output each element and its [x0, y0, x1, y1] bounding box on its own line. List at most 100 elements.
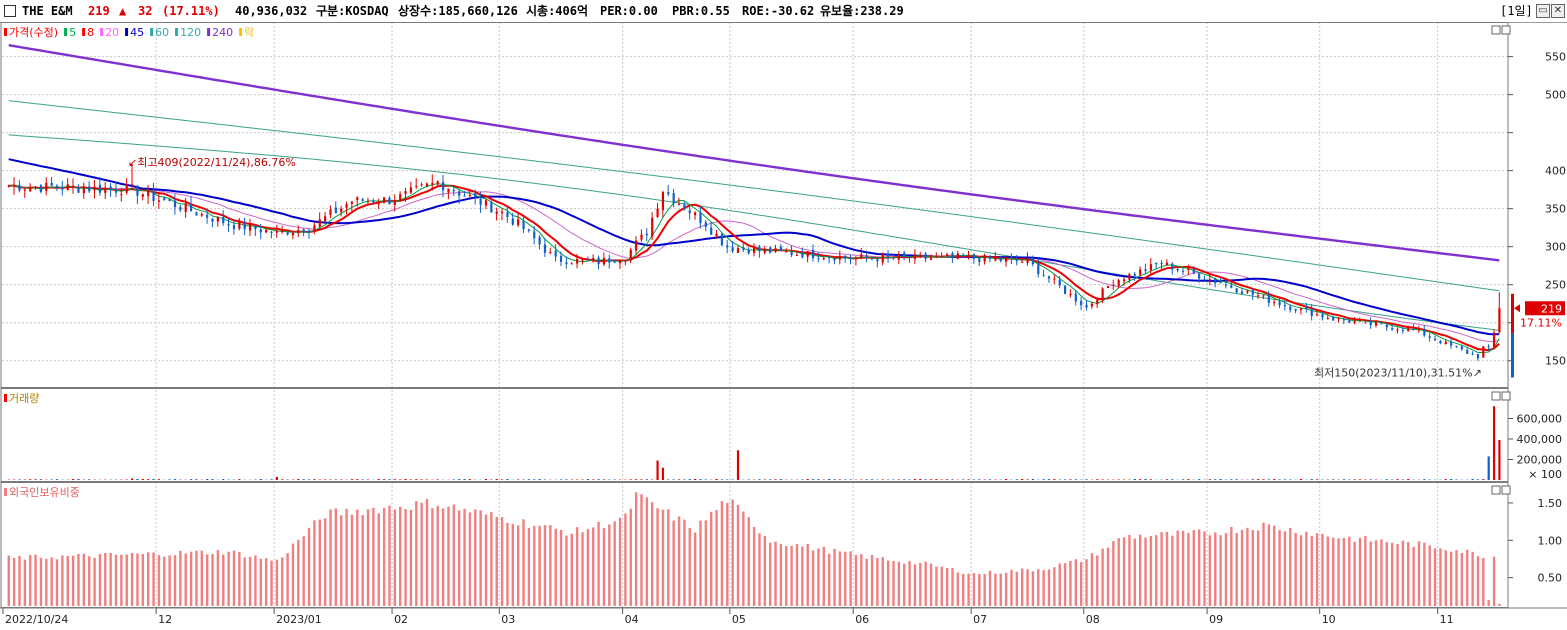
volume-bar — [677, 479, 681, 480]
ownership-bar — [1305, 531, 1308, 606]
panel-frame — [0, 388, 1509, 482]
minimize-icon[interactable]: ▭ — [1536, 4, 1550, 18]
y-tick-label: 550 — [1545, 51, 1566, 64]
candle — [736, 248, 740, 253]
ownership-bar — [1133, 538, 1137, 606]
candle — [1026, 258, 1029, 263]
volume-bar — [415, 479, 418, 480]
volume-bar — [270, 479, 273, 480]
ownership-bar — [297, 539, 300, 606]
candle — [270, 231, 273, 233]
ownership-bar — [1192, 530, 1195, 606]
candle — [82, 188, 85, 194]
volume-bar — [281, 479, 284, 480]
price-change: 32 — [138, 4, 153, 18]
candle — [527, 229, 530, 231]
candle — [511, 218, 514, 225]
candle — [1106, 286, 1110, 289]
ownership-bar — [549, 524, 552, 606]
ownership-bar — [1224, 533, 1228, 606]
candle — [1391, 328, 1394, 330]
ownership-bar — [29, 555, 32, 606]
volume-bar — [1117, 479, 1120, 480]
ownership-bar — [806, 543, 809, 606]
candle — [409, 187, 413, 193]
volume-bar — [967, 479, 970, 480]
ownership-bar — [1122, 537, 1126, 606]
period-selector[interactable]: [1일] — [1500, 4, 1533, 18]
ownership-bar — [913, 564, 917, 606]
candle — [940, 255, 943, 257]
candle — [206, 214, 209, 218]
volume-bar — [1482, 479, 1485, 480]
candle — [125, 184, 128, 193]
volume-bar — [645, 479, 648, 480]
candle — [1428, 336, 1431, 338]
price-panel: ↙최고409(2022/11/24),86.76% 최저150(2023/11/1… — [7, 44, 1501, 380]
candle — [458, 191, 461, 196]
ownership-bar — [490, 511, 493, 606]
volume-bar — [908, 479, 911, 480]
ownership-bar — [645, 497, 649, 606]
candle — [946, 254, 949, 257]
ownership-bar — [1004, 572, 1008, 606]
ownership-bar — [924, 561, 927, 606]
candle — [211, 218, 214, 222]
volume-bar — [1444, 479, 1447, 480]
ownership-bar — [1423, 542, 1426, 606]
per-value: PER:0.00 — [600, 4, 658, 18]
candle — [1305, 307, 1308, 310]
ownership-bar — [323, 518, 327, 606]
ownership-bar — [554, 528, 557, 606]
volume-bar — [640, 479, 643, 480]
volume-bar — [383, 479, 386, 480]
candle — [554, 250, 557, 257]
candle — [538, 237, 541, 245]
close-icon[interactable]: ✕ — [1551, 4, 1565, 18]
volume-bar — [436, 479, 439, 480]
candle — [318, 219, 321, 227]
ownership-bar — [533, 525, 536, 606]
ownership-bar — [189, 551, 193, 606]
volume-bar — [1450, 478, 1453, 480]
ownership-bar — [1058, 563, 1061, 606]
candle — [474, 193, 477, 198]
ownership-bar — [1015, 571, 1019, 606]
ownership-bar — [409, 509, 413, 606]
candle — [1235, 288, 1238, 293]
volume-bar — [34, 479, 37, 480]
volume-bar — [688, 479, 691, 480]
volume-bar — [404, 478, 407, 480]
ownership-bar — [575, 527, 579, 606]
ownership-bar — [774, 541, 777, 606]
candle — [1192, 269, 1195, 274]
ownership-bar — [1278, 530, 1281, 606]
ownership-bar — [844, 551, 847, 606]
ownership-bar — [1412, 546, 1415, 606]
candle — [635, 240, 638, 251]
x-tick-label: 04 — [625, 613, 639, 626]
candle — [1246, 290, 1249, 293]
ownership-bar — [1358, 537, 1362, 606]
ownership-bar — [608, 524, 611, 606]
ownership-bar — [715, 509, 718, 606]
ownership-bar — [334, 508, 338, 606]
ownership-bar — [1364, 535, 1367, 606]
checkbox[interactable] — [4, 5, 16, 17]
ownership-bar — [420, 502, 423, 606]
volume-bar — [897, 479, 900, 480]
candle — [844, 255, 847, 259]
y-tick-label: × 100 — [1528, 468, 1562, 481]
volume-bar — [1407, 478, 1410, 480]
legend-label: 5 — [69, 26, 76, 39]
ownership-bar — [109, 552, 112, 606]
volume-bar — [1476, 479, 1480, 480]
ownership-bar — [1160, 532, 1163, 606]
volume-bar — [393, 479, 396, 480]
candle — [1267, 294, 1270, 303]
volume-bar — [1358, 479, 1362, 480]
ownership-bar — [1326, 536, 1330, 606]
ownership-bar — [763, 535, 767, 606]
candle — [1466, 350, 1469, 354]
candle — [1112, 284, 1115, 286]
